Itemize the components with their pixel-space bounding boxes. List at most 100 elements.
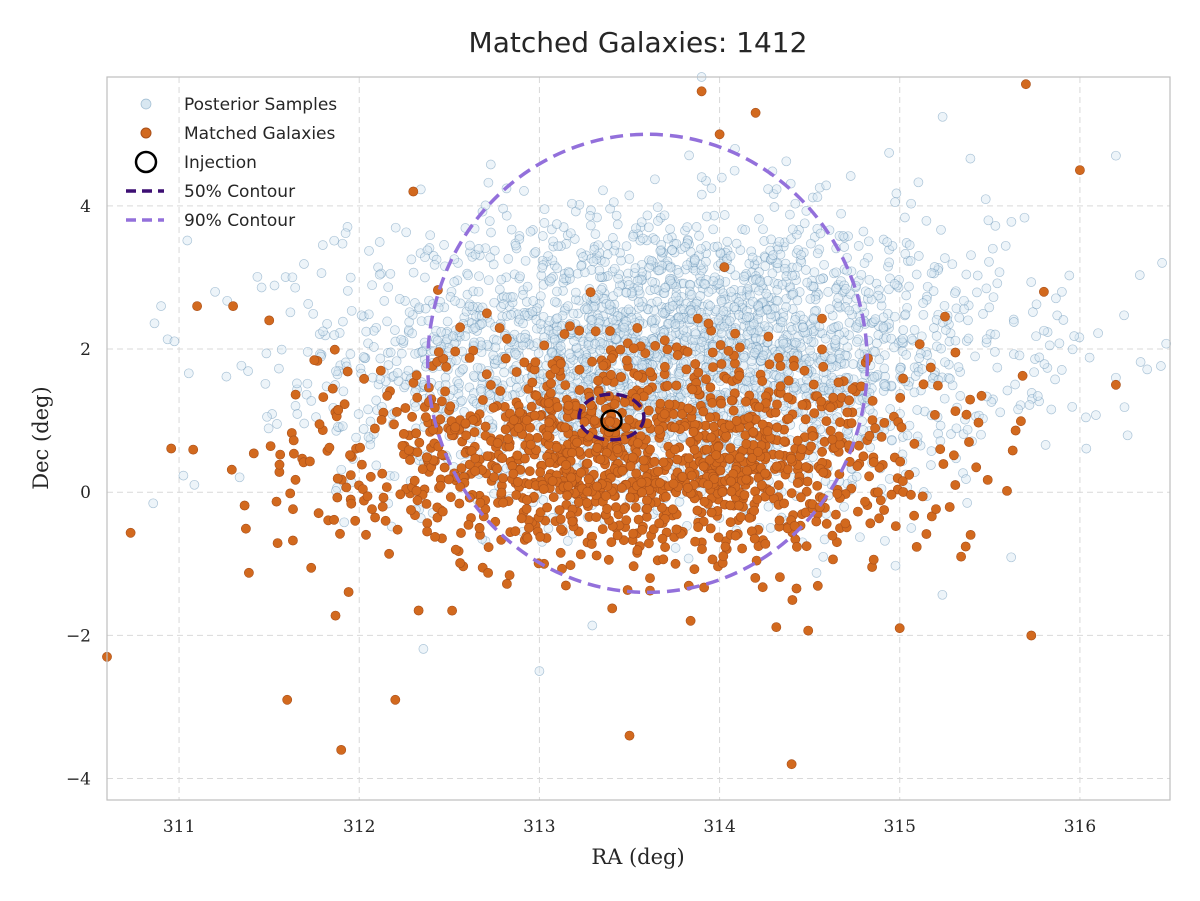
matched-galaxy-point: [879, 417, 890, 428]
posterior-sample-point: [772, 284, 783, 295]
posterior-sample-point: [306, 396, 317, 406]
posterior-sample-point: [737, 224, 748, 235]
matched-galaxy-point: [408, 186, 419, 197]
matched-galaxy-point: [692, 505, 703, 516]
posterior-sample-point: [935, 420, 946, 431]
posterior-sample-point: [582, 304, 593, 315]
matched-galaxy-point: [772, 422, 782, 433]
posterior-sample-point: [337, 421, 348, 432]
posterior-sample-point: [763, 184, 773, 194]
matched-galaxy-point: [757, 582, 768, 593]
posterior-sample-point: [897, 337, 908, 348]
posterior-sample-point: [818, 551, 829, 562]
matched-galaxy-point: [807, 431, 818, 442]
posterior-sample-point: [706, 183, 717, 194]
matched-galaxy-point: [682, 482, 693, 493]
posterior-sample-point: [812, 248, 823, 259]
posterior-sample-point: [701, 248, 711, 259]
matched-galaxy-point: [672, 350, 683, 361]
posterior-sample-point: [477, 318, 487, 329]
posterior-sample-point: [821, 180, 832, 191]
posterior-sample-point: [374, 237, 385, 247]
posterior-sample-point: [801, 265, 811, 275]
posterior-sample-point: [951, 303, 962, 314]
posterior-sample-point: [637, 360, 648, 371]
posterior-sample-point: [670, 279, 681, 290]
matched-galaxy-point: [333, 405, 344, 415]
posterior-sample-point: [1091, 410, 1101, 420]
matched-galaxy-point: [422, 518, 433, 528]
posterior-sample-point: [926, 460, 936, 470]
matched-galaxy-point: [655, 477, 665, 488]
matched-galaxy-point: [731, 415, 742, 426]
matched-galaxy-point: [612, 530, 623, 541]
matched-galaxy-point: [774, 449, 785, 460]
matched-galaxy-point: [412, 495, 423, 506]
posterior-sample-point: [570, 206, 581, 217]
posterior-sample-point: [1030, 354, 1040, 364]
matched-galaxy-point: [737, 543, 747, 554]
posterior-sample-point: [417, 347, 428, 357]
posterior-sample-point: [709, 210, 720, 221]
matched-galaxy-point: [681, 364, 692, 375]
posterior-sample-point: [921, 215, 932, 226]
posterior-sample-point: [795, 378, 806, 389]
posterior-sample-point: [1039, 359, 1050, 369]
posterior-sample-point: [918, 309, 929, 320]
posterior-sample-point: [726, 287, 736, 297]
posterior-sample-point: [681, 331, 692, 342]
matched-galaxy-point: [275, 449, 286, 460]
matched-galaxy-point: [895, 456, 906, 467]
posterior-sample-point: [221, 371, 232, 382]
posterior-sample-point: [987, 243, 998, 254]
matched-galaxy-point: [508, 415, 519, 425]
y-tick-label: −4: [66, 770, 91, 790]
posterior-sample-point: [778, 338, 789, 349]
posterior-sample-point: [1009, 349, 1019, 360]
x-tick-label: 314: [703, 817, 735, 837]
posterior-sample-point: [937, 589, 948, 600]
posterior-sample-point: [537, 262, 548, 273]
posterior-sample-point: [274, 363, 284, 374]
matched-galaxy-point: [566, 472, 577, 483]
posterior-sample-point: [827, 355, 837, 366]
matched-galaxy-point: [716, 398, 727, 409]
matched-galaxy-point: [586, 539, 597, 549]
posterior-sample-point: [521, 337, 532, 347]
matched-galaxy-point: [659, 409, 670, 419]
matched-galaxy-point: [760, 539, 771, 549]
posterior-sample-point: [929, 268, 939, 279]
posterior-sample-point: [276, 344, 287, 355]
matched-galaxy-point: [821, 518, 832, 529]
posterior-sample-point: [534, 666, 545, 676]
posterior-sample-point: [774, 338, 785, 349]
posterior-sample-point: [695, 291, 706, 301]
posterior-sample-point: [621, 241, 632, 251]
posterior-sample-point: [525, 226, 536, 237]
posterior-sample-point: [696, 172, 707, 182]
posterior-sample-point: [420, 252, 430, 263]
posterior-sample-point: [515, 271, 525, 282]
posterior-sample-point: [393, 376, 404, 386]
matched-galaxy-point: [714, 129, 725, 140]
matched-galaxy-point: [535, 467, 546, 478]
matched-galaxy-point: [683, 453, 694, 464]
posterior-sample-point: [528, 225, 538, 235]
posterior-sample-point: [654, 285, 664, 296]
matched-galaxy-point: [686, 470, 697, 481]
posterior-sample-point: [947, 380, 958, 391]
matched-galaxy-point: [775, 381, 786, 392]
posterior-sample-point: [777, 317, 788, 328]
posterior-sample-point: [653, 216, 663, 226]
posterior-sample-point: [682, 260, 692, 270]
matched-galaxy-point: [380, 515, 391, 526]
posterior-sample-point: [684, 150, 694, 161]
posterior-sample-point: [886, 381, 897, 392]
matched-galaxy-point: [498, 497, 509, 508]
posterior-sample-point: [913, 251, 924, 261]
posterior-sample-point: [292, 409, 303, 419]
posterior-sample-point: [696, 189, 707, 200]
posterior-sample-point: [636, 271, 647, 282]
matched-galaxy-point: [825, 402, 836, 413]
posterior-sample-point: [815, 328, 826, 338]
